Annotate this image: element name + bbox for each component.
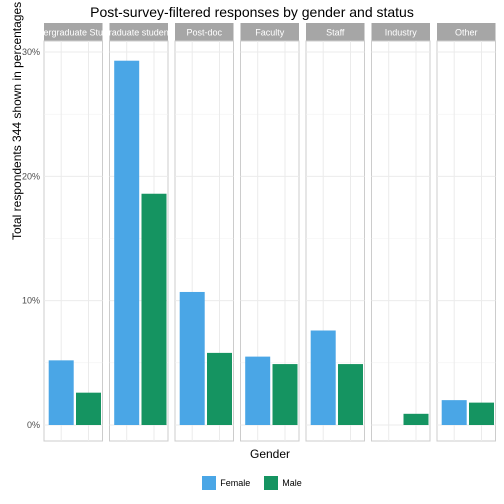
legend-swatch-female [202,476,217,490]
facet-strip [306,23,365,41]
facet-strip [437,23,496,41]
bar-male [76,392,101,425]
bar-male [469,402,494,425]
legend-swatch-male [264,476,279,490]
facet-strip-label: Faculty [255,28,285,38]
bar-female [114,60,140,425]
y-tick-label: 30% [22,47,40,57]
facet-strip [109,23,168,41]
facet-strip [371,23,430,41]
facet-strip [240,23,299,41]
legend-label-male: Male [282,478,302,488]
facet-strip-label: raduate studen [109,28,169,38]
chart-title: Post-survey-filtered responses by gender… [90,4,414,20]
bar-male [403,413,429,425]
bar-female [310,330,336,425]
facet-strip-label: Other [455,28,478,38]
y-tick-label: 20% [22,171,40,181]
facet-strip-label: Post-doc [186,28,222,38]
bar-male [207,352,232,425]
y-tick-label: 10% [22,296,40,306]
legend-item-female: Female [202,476,250,490]
legend-label-female: Female [220,478,251,488]
legend-item-male: Male [264,476,302,490]
facet-strip [44,23,103,41]
facet-panel [436,40,496,442]
facet-strip [175,23,234,41]
bar-female [48,360,74,425]
bar-female [441,400,467,425]
facet-panel [371,40,431,442]
legend: Female Male [0,476,504,490]
facet-strip-label: Industry [385,28,418,38]
y-tick-label: 0% [27,420,40,430]
bar-female [179,291,205,425]
facet-strip-label: Staff [326,28,345,38]
facet-strip-label: ergraduate Stu [43,28,103,38]
bar-male [141,193,167,425]
bar-female [245,356,271,425]
x-axis-label: Gender [249,447,291,461]
bar-male [272,364,298,425]
bar-male [338,364,363,425]
